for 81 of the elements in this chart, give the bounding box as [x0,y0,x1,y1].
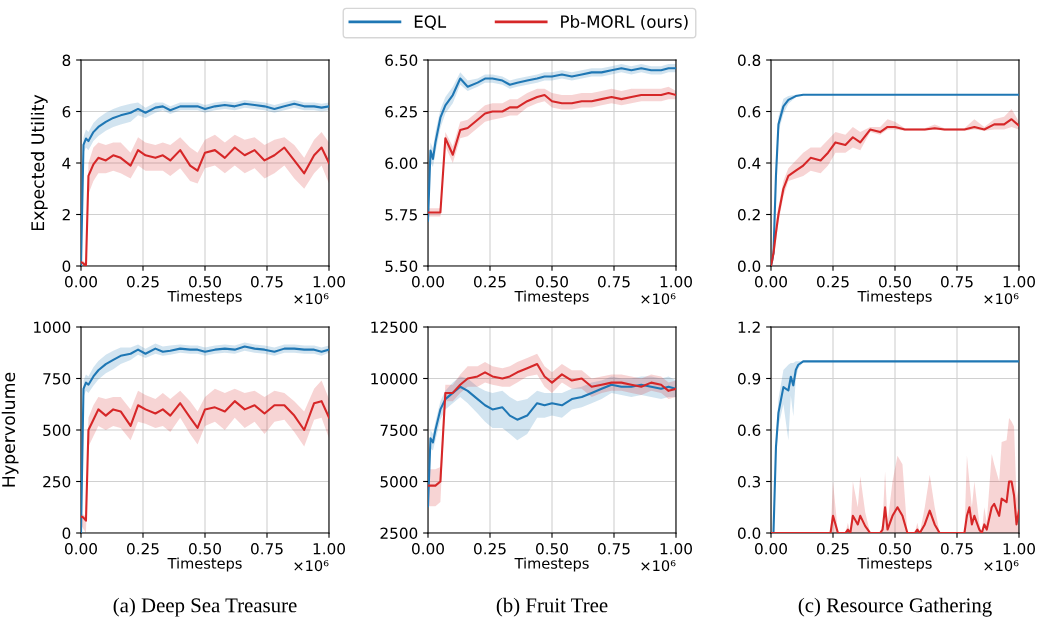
y-tick-label: 1.2 [738,321,760,333]
x-tick-label: 0.25 [474,275,506,288]
x-tick-label: 0.75 [598,275,630,288]
line-series [81,400,329,522]
x-tick-label: 1.00 [313,275,345,288]
x-tick-label: 0.25 [817,542,849,555]
x-tick-label: 0.75 [598,542,630,555]
text: ×10⁶ [641,293,676,305]
x-tick-label: 0.50 [536,542,568,555]
x-tick-label: 0.50 [189,542,221,555]
y-tick-label: 6.50 [385,54,418,67]
y-tick-label: 0.8 [737,54,761,67]
y-tick-label: 10000 [371,372,418,385]
y-tick-label: 6.00 [385,157,418,170]
x-tick-label: 1.00 [660,542,692,555]
y-tick-label: 500 [43,424,71,437]
y-tick-label: 0 [62,527,71,540]
x-axis-title: Timesteps [167,290,242,305]
text: ×10⁶ [294,560,329,572]
y-tick-label: 0.4 [737,157,761,170]
x-axis-title: Timesteps [857,290,932,305]
y-tick-label: 1000 [34,321,71,334]
y-tick-label: 5000 [380,475,418,488]
y-tick-label: 0 [62,260,71,273]
x-axis-title: Timesteps [514,557,589,572]
y-tick-label: 250 [43,475,71,488]
x-tick-label: 0.00 [412,542,444,555]
y-tick-label: 7500 [380,424,418,437]
x-tick-label: 0.00 [65,542,97,555]
legend-label: Pb-MORL (ours) [561,15,688,30]
x-axis-title: Timesteps [167,557,242,572]
y-axis-title: Expected Utility [30,94,48,231]
x-tick-label: 0.00 [755,275,787,288]
y-tick-label: 6.25 [385,105,417,118]
y-tick-label: 5.75 [385,209,417,221]
x-tick-label: 1.00 [1003,275,1035,288]
y-axis-title: Hypervolume [1,372,19,487]
text: ×10⁶ [294,293,329,305]
x-tick-label: 0.50 [879,542,911,555]
y-tick-label: 2 [62,208,70,221]
x-tick-label: 0.25 [127,542,159,555]
x-tick-label: 1.00 [1003,542,1035,555]
text: ×10⁶ [984,560,1019,572]
x-tick-label: 0.75 [251,542,283,555]
x-tick-label: 0.00 [412,275,444,288]
y-tick-label: 0.6 [737,424,761,437]
x-tick-label: 1.00 [313,542,345,555]
x-tick-label: 0.00 [755,542,787,555]
y-tick-label: 8 [62,54,71,67]
y-tick-label: 6 [62,105,71,118]
y-tick-label: 5.50 [385,260,418,273]
x-tick-label: 0.50 [189,275,221,288]
y-tick-label: 0.0 [737,527,761,540]
text: (a) Deep Sea Treasure [113,597,297,617]
text: (b) Fruit Tree [496,597,608,617]
y-tick-label: 750 [43,372,71,385]
x-tick-label: 0.75 [941,275,973,288]
x-tick-label: 0.50 [536,275,568,288]
y-tick-label: 12500 [371,321,418,334]
legend-label: EQL [414,15,447,30]
x-tick-label: 1.00 [660,275,692,288]
y-tick-label: 0.2 [737,208,760,221]
x-tick-label: 0.75 [251,275,283,288]
y-tick-label: 4 [62,157,71,169]
text: ×10⁶ [641,560,676,572]
x-axis-title: Timesteps [857,557,932,572]
y-tick-label: 0.3 [737,475,761,488]
x-tick-label: 0.00 [65,275,97,288]
x-tick-label: 0.75 [941,542,973,555]
x-tick-label: 0.50 [879,275,911,288]
x-tick-label: 0.25 [474,542,506,555]
text: ×10⁶ [984,293,1019,305]
x-tick-label: 0.25 [817,275,849,288]
x-tick-label: 0.25 [127,275,159,288]
x-axis-title: Timesteps [514,290,589,305]
y-tick-label: 0.6 [737,105,761,118]
text: (c) Resource Gathering [798,597,992,617]
y-tick-label: 0.0 [737,260,761,273]
line-series [428,363,676,487]
y-tick-label: 2500 [380,527,418,540]
y-tick-label: 0.9 [737,372,761,385]
